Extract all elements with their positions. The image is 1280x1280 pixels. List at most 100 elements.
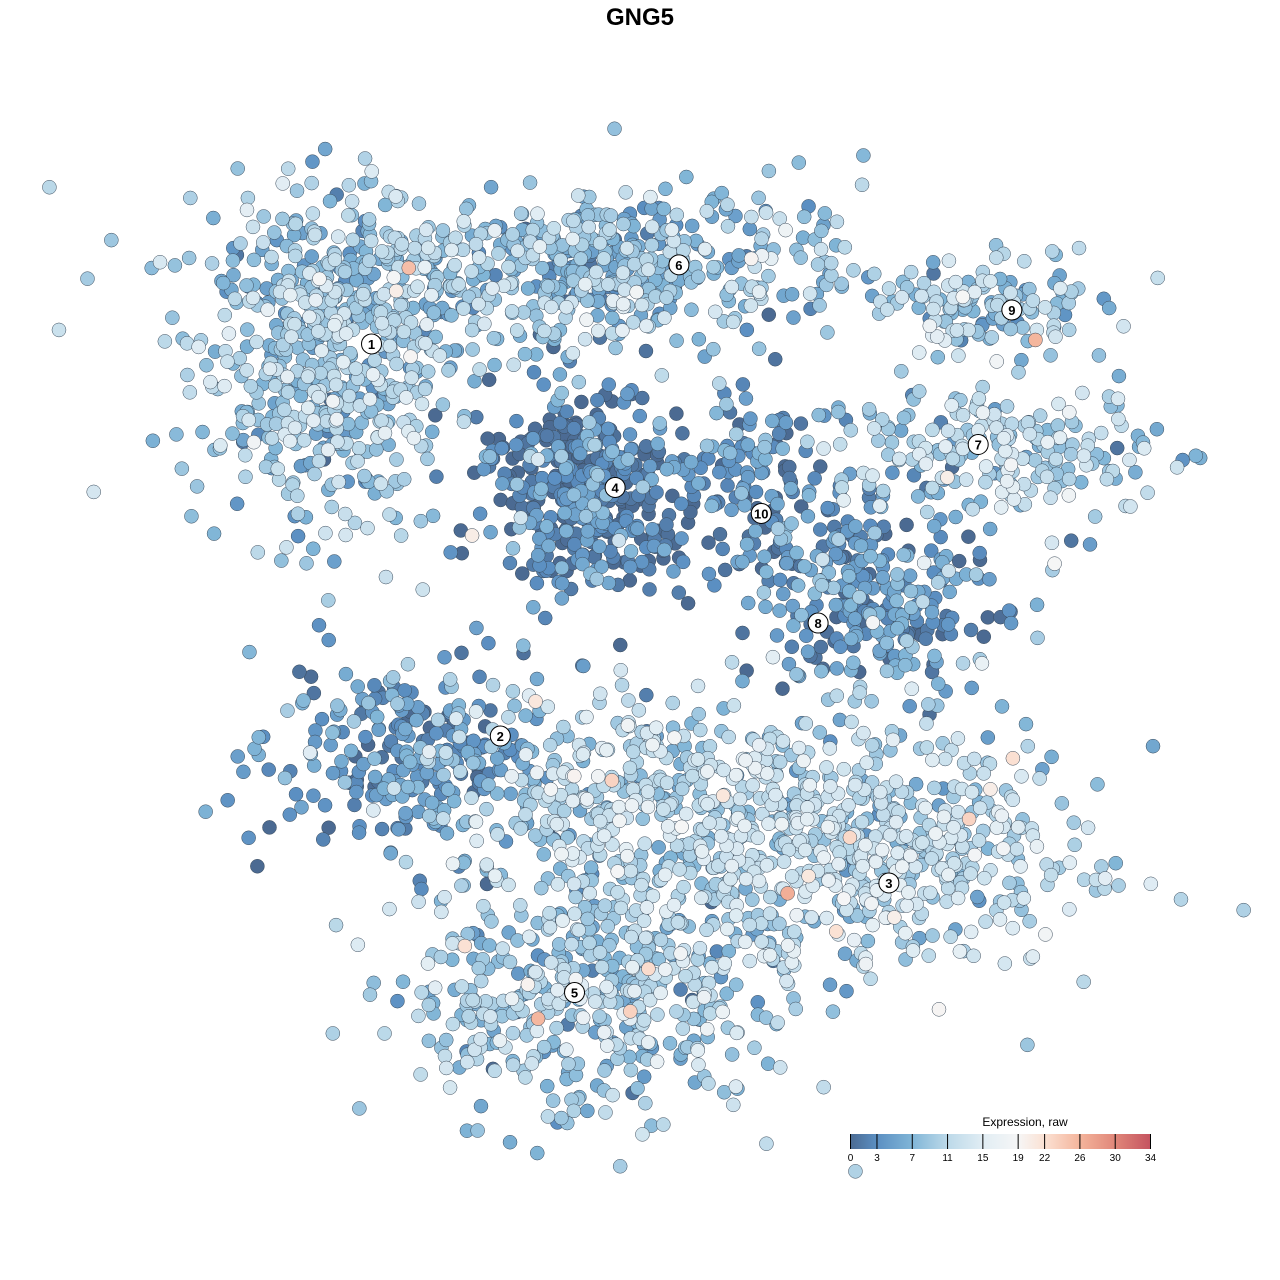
cell-point bbox=[236, 764, 251, 780]
cell-point bbox=[811, 407, 826, 423]
cell-point bbox=[770, 1015, 785, 1030]
cell-point bbox=[400, 656, 416, 672]
cell-point bbox=[702, 1006, 718, 1021]
cell-point bbox=[428, 726, 444, 741]
cell-point bbox=[787, 924, 802, 939]
cell-point bbox=[701, 566, 717, 582]
cell-point bbox=[875, 570, 890, 585]
cell-point bbox=[802, 777, 818, 793]
cell-point bbox=[893, 423, 909, 438]
cell-point bbox=[879, 635, 894, 651]
cell-point bbox=[885, 732, 901, 748]
cell-point bbox=[307, 227, 323, 243]
cell-point bbox=[828, 546, 844, 562]
cell-point bbox=[592, 813, 608, 829]
cell-point bbox=[454, 979, 470, 994]
cell-point bbox=[1053, 281, 1068, 296]
cluster-label-badge bbox=[489, 725, 511, 747]
cell-point bbox=[1005, 920, 1020, 936]
cell-point bbox=[465, 992, 480, 1008]
cluster-label-badge bbox=[668, 254, 690, 276]
cell-point bbox=[622, 760, 638, 776]
cell-point bbox=[238, 447, 253, 463]
cell-point bbox=[393, 297, 408, 313]
cell-point bbox=[631, 703, 647, 718]
cell-point bbox=[904, 600, 919, 615]
cell-point bbox=[204, 256, 220, 271]
cell-point bbox=[1048, 451, 1064, 467]
cell-point bbox=[658, 181, 673, 197]
cell-point bbox=[421, 1033, 437, 1049]
cluster-label-badge bbox=[1001, 299, 1023, 321]
cell-point bbox=[860, 933, 876, 949]
cell-point bbox=[675, 426, 690, 441]
cell-point bbox=[1005, 792, 1021, 807]
cell-point bbox=[896, 410, 912, 426]
cell-point bbox=[227, 291, 243, 307]
cell-point bbox=[325, 765, 341, 781]
cell-point bbox=[831, 532, 846, 547]
cell-point bbox=[691, 706, 706, 722]
cell-point bbox=[641, 262, 656, 277]
cell-point bbox=[513, 821, 528, 836]
cell-point bbox=[735, 673, 750, 689]
cell-point bbox=[424, 287, 439, 303]
cell-point bbox=[772, 603, 787, 618]
cluster-label-text: 10 bbox=[754, 506, 768, 521]
cell-point bbox=[364, 164, 379, 179]
cell-point bbox=[403, 349, 418, 364]
cell-point bbox=[1128, 465, 1143, 480]
cell-point bbox=[1047, 556, 1062, 571]
cell-point bbox=[602, 222, 617, 237]
cell-point bbox=[1080, 820, 1096, 835]
cell-point bbox=[325, 1026, 341, 1041]
cell-point bbox=[191, 339, 206, 355]
cell-point bbox=[613, 900, 629, 916]
cell-point bbox=[1090, 777, 1105, 792]
cell-point bbox=[452, 764, 468, 779]
cell-point bbox=[812, 725, 828, 740]
cell-point bbox=[692, 722, 708, 738]
cell-point bbox=[434, 904, 449, 920]
cell-point bbox=[534, 481, 549, 497]
cell-point bbox=[888, 774, 904, 789]
cell-point bbox=[751, 873, 767, 889]
cell-point bbox=[1002, 875, 1017, 891]
cell-point bbox=[756, 585, 772, 600]
cell-point bbox=[243, 379, 259, 394]
cell-point bbox=[445, 856, 461, 872]
cell-point bbox=[629, 284, 644, 300]
cell-point bbox=[556, 719, 571, 735]
cell-point bbox=[819, 910, 834, 926]
cell-point bbox=[540, 699, 555, 714]
cell-point bbox=[813, 639, 829, 655]
cell-point bbox=[625, 744, 641, 759]
cell-point bbox=[317, 141, 333, 157]
cell-point bbox=[360, 520, 375, 536]
cell-point bbox=[1009, 841, 1025, 857]
cell-point bbox=[487, 868, 503, 884]
cell-point bbox=[678, 968, 693, 984]
cell-point bbox=[504, 304, 520, 319]
cell-point bbox=[229, 496, 245, 512]
legend-tick-label: 0 bbox=[847, 1153, 854, 1164]
cell-point bbox=[890, 845, 905, 861]
cell-point bbox=[504, 769, 519, 784]
cell-point bbox=[280, 369, 295, 385]
cell-point bbox=[690, 752, 706, 767]
cell-point bbox=[424, 795, 440, 811]
cell-point bbox=[824, 268, 839, 283]
cell-point bbox=[896, 547, 911, 563]
cell-point bbox=[980, 610, 996, 625]
cell-point bbox=[558, 461, 573, 476]
cell-point bbox=[452, 729, 467, 745]
cell-point bbox=[635, 390, 650, 406]
cell-point bbox=[814, 578, 830, 593]
cell-point bbox=[872, 784, 888, 800]
cell-point bbox=[902, 698, 917, 714]
cluster-label-badge bbox=[750, 502, 772, 524]
cell-point bbox=[215, 275, 231, 291]
cell-point bbox=[559, 299, 574, 315]
cell-point bbox=[535, 260, 550, 276]
cell-point bbox=[314, 711, 330, 727]
